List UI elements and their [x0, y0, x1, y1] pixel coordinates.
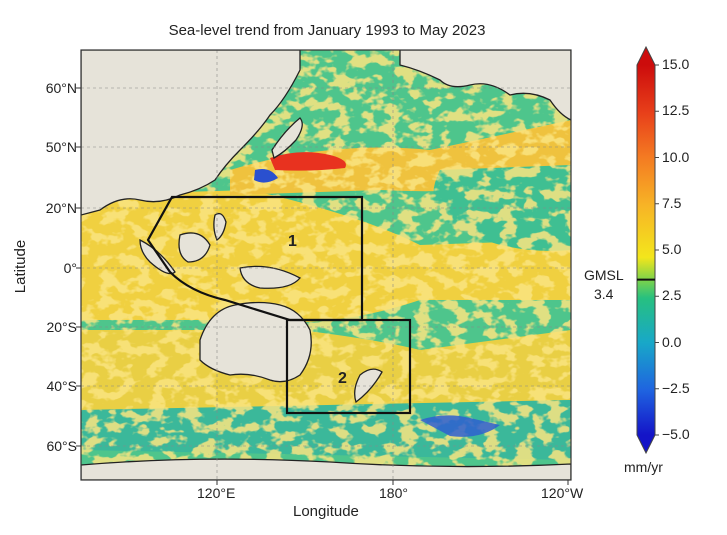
colorbar-tick-label: 0.0: [662, 333, 682, 350]
graticule: [81, 50, 571, 480]
region-1-label: 1: [288, 233, 297, 250]
kuroshio-hotspot: [270, 152, 346, 171]
antarctica-landmass: [81, 458, 571, 480]
borneo-island: [178, 232, 211, 263]
map-area: [81, 50, 571, 480]
colorbar-top-arrow: [637, 47, 655, 65]
region-2-outline: [285, 318, 412, 415]
chart-title: Sea-level trend from January 1993 to May…: [168, 22, 486, 39]
map-frame: [80, 49, 572, 481]
lat-tick-label: 60°N: [45, 80, 77, 96]
colorbar-tick-label: 2.5: [662, 287, 682, 304]
kuroshio-cold-spot: [254, 169, 278, 183]
colorbar-tick-label: 10.0: [662, 148, 690, 165]
land-masses: [81, 50, 571, 480]
colorbar-tick-label: 12.5: [662, 102, 690, 119]
gmsl-value: 3.4: [594, 286, 614, 302]
lat-tick-label: 20°N: [45, 200, 77, 216]
colorbar-unit: mm/yr: [624, 459, 663, 475]
x-axis-title: Longitude: [293, 503, 359, 520]
lat-tick-label: 0°: [63, 260, 77, 276]
gmsl-label: GMSL: [584, 267, 624, 283]
lon-tick-label: 120°E: [197, 485, 236, 501]
southern-cold-spots: [420, 415, 500, 437]
lat-tick-label: 60°S: [46, 438, 77, 454]
colorbar-tick-label: −2.5: [662, 379, 690, 396]
australia-landmass: [199, 301, 312, 383]
colorbar-tick-label: −5.0: [662, 426, 690, 442]
new-zealand-islands: [354, 368, 383, 404]
lat-tick-label: 40°S: [46, 378, 77, 394]
axis-ticks: [76, 87, 569, 485]
colorbar-bottom-arrow: [637, 435, 655, 453]
colorbar-gradient: [637, 65, 655, 435]
new-guinea-island: [239, 265, 302, 289]
north-america-landmass: [399, 50, 571, 121]
lon-tick-label: 180°: [379, 485, 408, 501]
y-axis-title: Latitude: [12, 239, 30, 294]
colorbar: [636, 45, 659, 455]
lat-tick-label: 20°S: [46, 319, 77, 335]
colorbar-tick-label: 7.5: [662, 194, 682, 211]
colorbar-tick-label: 15.0: [662, 56, 690, 72]
asia-landmass: [81, 50, 301, 216]
lat-tick-label: 50°N: [45, 139, 77, 155]
japan-islands: [271, 117, 303, 159]
lon-tick-label: 120°W: [541, 485, 584, 501]
region-2-label: 2: [338, 370, 347, 387]
colorbar-tick-label: 5.0: [662, 241, 682, 257]
